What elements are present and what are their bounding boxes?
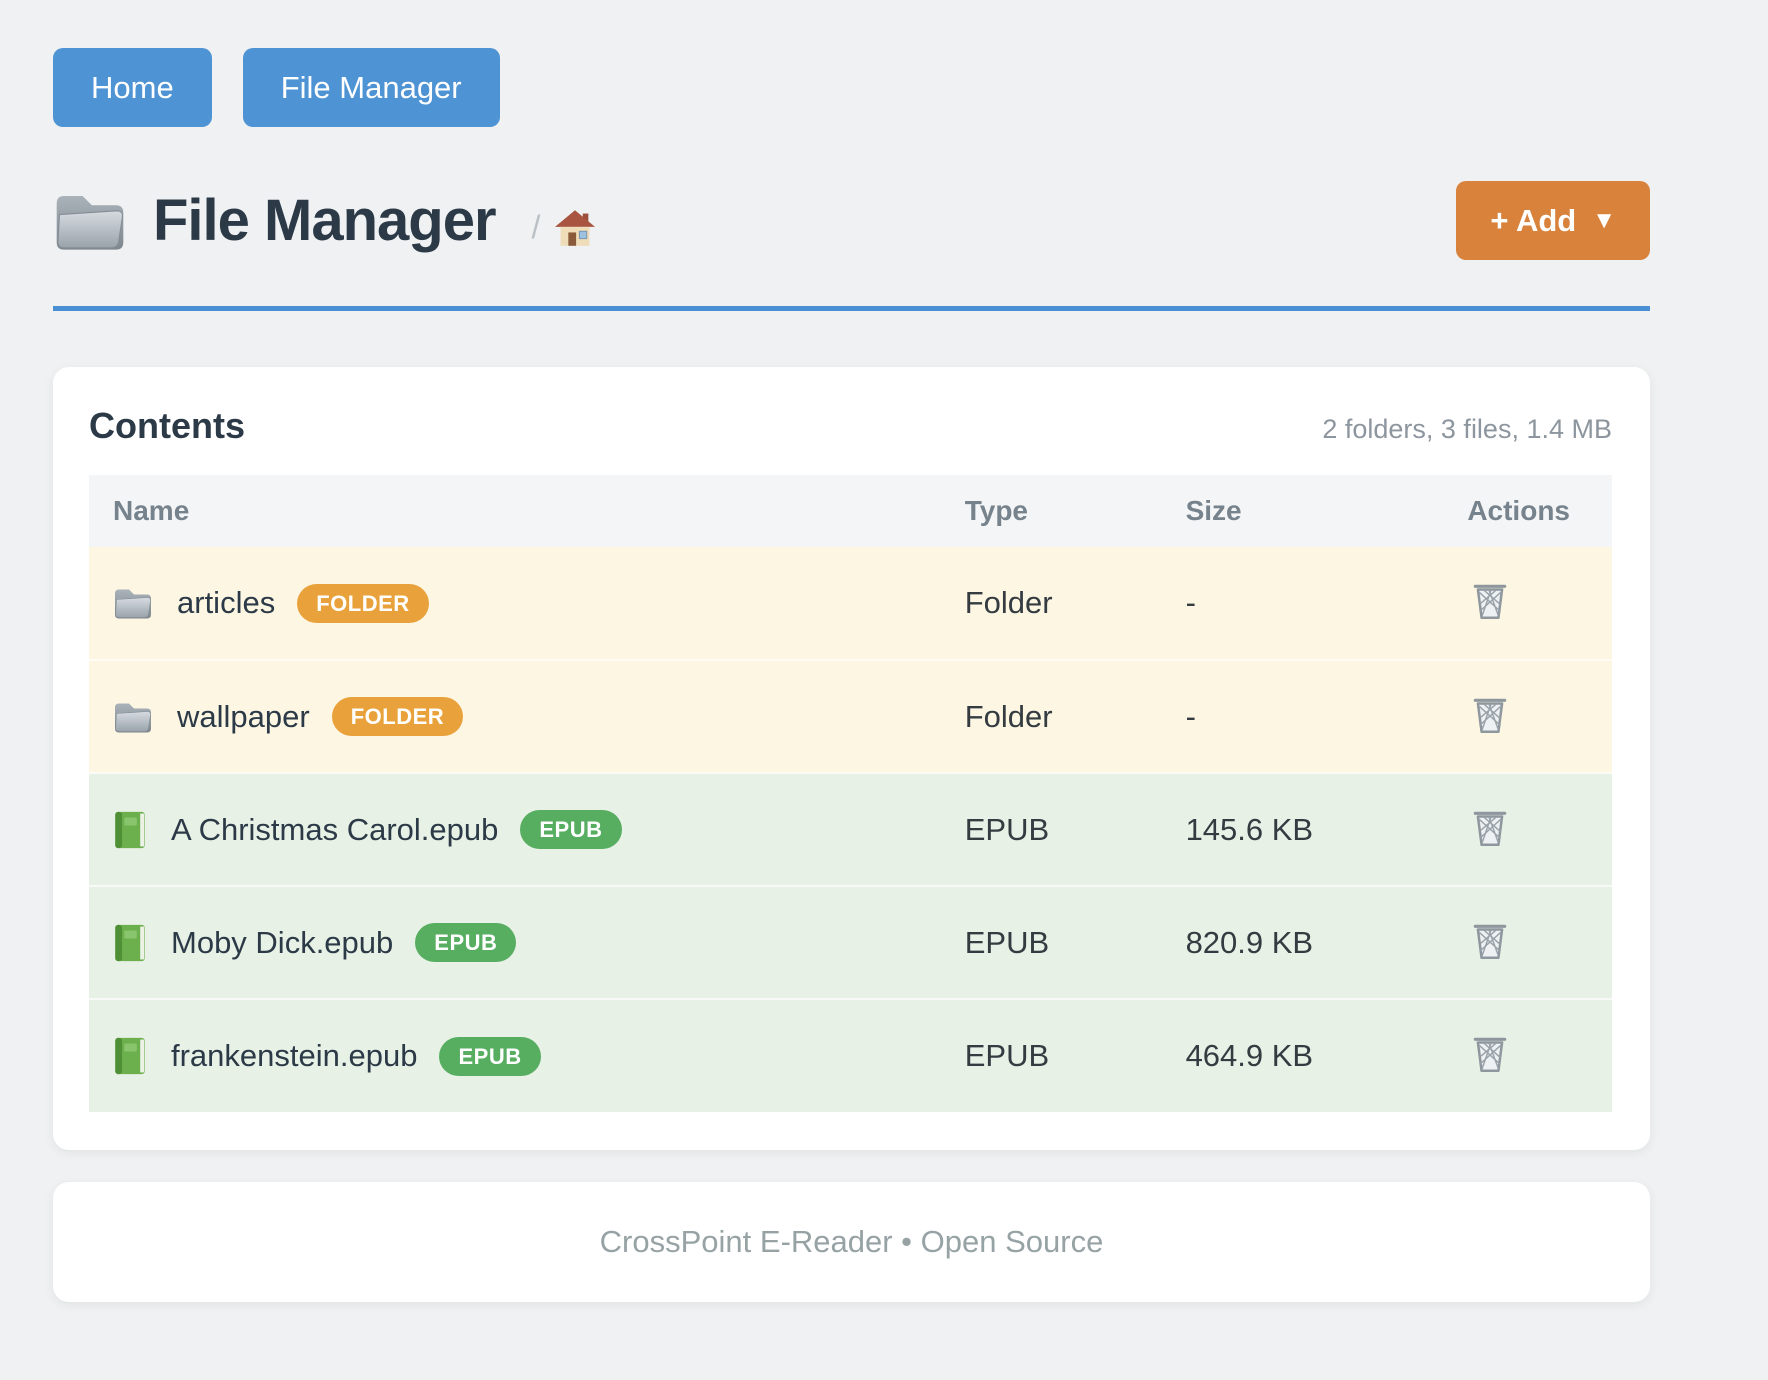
trash-icon: [1474, 698, 1507, 733]
size-cell: -: [1185, 547, 1468, 660]
footer-card: CrossPoint E-Reader • Open Source: [53, 1182, 1650, 1302]
add-button-label: + Add: [1490, 203, 1577, 238]
home-button[interactable]: Home: [53, 48, 212, 127]
top-nav: Home File Manager: [53, 48, 1650, 127]
delete-button[interactable]: [1467, 690, 1513, 740]
contents-card: Contents 2 folders, 3 files, 1.4 MB Name…: [53, 367, 1650, 1150]
type-cell: EPUB: [964, 772, 1186, 886]
type-badge: EPUB: [415, 923, 517, 962]
title-section: File Manager / + Add ▼: [53, 181, 1650, 311]
folder-icon: [114, 589, 152, 619]
type-badge: FOLDER: [297, 583, 429, 623]
page-title: File Manager: [153, 188, 497, 253]
footer-text: CrossPoint E-Reader • Open Source: [599, 1224, 1104, 1259]
contents-heading: Contents: [89, 405, 245, 446]
book-icon: [115, 924, 145, 961]
book-icon: [115, 811, 145, 848]
file-name-link[interactable]: A Christmas Carol.epub: [171, 811, 499, 847]
trash-icon: [1474, 584, 1507, 620]
column-header-size: Size: [1185, 475, 1468, 547]
folder-icon: [114, 702, 152, 733]
size-cell: -: [1185, 659, 1468, 773]
contents-summary: 2 folders, 3 files, 1.4 MB: [1322, 414, 1612, 444]
table-row[interactable]: A Christmas Carol.epub EPUB EPUB 145.6 K…: [89, 772, 1612, 886]
file-name-link[interactable]: frankenstein.epub: [171, 1038, 418, 1073]
delete-button[interactable]: [1467, 803, 1513, 853]
file-manager-button[interactable]: File Manager: [242, 48, 500, 127]
table-row[interactable]: articles FOLDER Folder -: [89, 547, 1612, 660]
type-badge: FOLDER: [331, 697, 464, 736]
size-cell: 464.9 KB: [1185, 998, 1468, 1112]
type-badge: EPUB: [520, 810, 622, 849]
column-header-type: Type: [964, 475, 1186, 547]
table-header-row: Name Type Size Actions: [89, 475, 1612, 547]
table-row[interactable]: frankenstein.epub EPUB EPUB 464.9 KB: [89, 998, 1612, 1112]
type-cell: EPUB: [964, 885, 1186, 999]
trash-icon: [1474, 1037, 1507, 1073]
type-cell: Folder: [964, 547, 1186, 660]
table-row[interactable]: wallpaper FOLDER Folder -: [89, 659, 1612, 773]
chevron-down-icon: ▼: [1592, 206, 1616, 234]
breadcrumb-separator: /: [531, 209, 541, 245]
file-name-link[interactable]: wallpaper: [177, 698, 310, 734]
column-header-actions: Actions: [1467, 475, 1612, 547]
trash-icon: [1474, 811, 1507, 846]
type-cell: Folder: [964, 659, 1186, 773]
folder-icon: [56, 194, 124, 250]
files-table: Name Type Size Actions articles FOLDER: [89, 475, 1612, 1112]
book-icon: [115, 1037, 145, 1075]
size-cell: 820.9 KB: [1185, 885, 1468, 999]
type-cell: EPUB: [964, 998, 1186, 1112]
delete-button[interactable]: [1467, 916, 1513, 966]
file-name-link[interactable]: articles: [177, 585, 276, 620]
trash-icon: [1474, 924, 1507, 959]
home-icon[interactable]: [554, 208, 596, 248]
type-badge: EPUB: [439, 1036, 541, 1076]
column-header-name: Name: [89, 475, 965, 547]
breadcrumb: /: [532, 208, 597, 248]
delete-button[interactable]: [1467, 576, 1513, 626]
add-button[interactable]: + Add ▼: [1456, 181, 1650, 260]
size-cell: 145.6 KB: [1185, 772, 1468, 886]
table-row[interactable]: Moby Dick.epub EPUB EPUB 820.9 KB: [89, 885, 1612, 999]
delete-button[interactable]: [1467, 1029, 1513, 1079]
file-name-link[interactable]: Moby Dick.epub: [171, 924, 394, 960]
